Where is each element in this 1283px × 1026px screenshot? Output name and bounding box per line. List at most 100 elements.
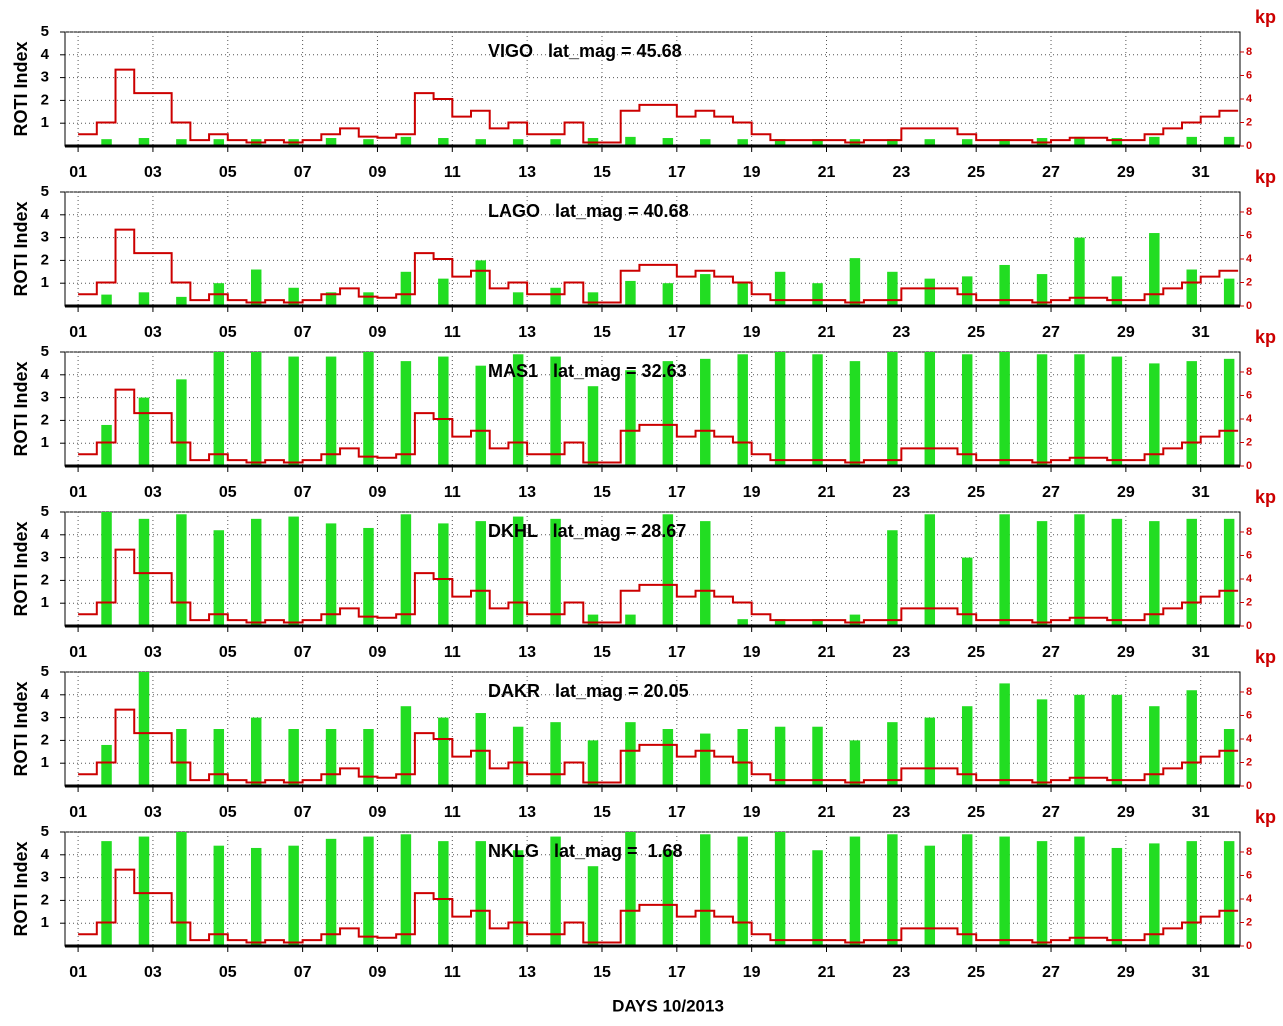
roti-bar [587,386,599,466]
roti-bar [700,358,711,466]
kp-line [78,868,1239,944]
roti-bar [1223,136,1235,146]
roti-bar [700,521,711,626]
y-tick-label: 4 [41,686,50,703]
roti-bar [887,722,898,786]
y-axis-label: ROTI Index [11,201,31,296]
x-tick-label: 17 [668,324,686,341]
x-tick-label: 11 [444,484,461,501]
x-tick-label: 07 [294,804,312,821]
roti-bar [325,292,337,306]
roti-bar [774,726,786,786]
x-tick-label: 25 [967,804,985,821]
roti-bar [924,717,936,786]
roti-bar [700,834,711,946]
roti-bar [138,672,150,786]
roti-bar [1149,521,1160,626]
y-tick-label: 3 [41,869,49,886]
roti-bar [737,619,748,626]
roti-bar [625,832,636,946]
y2-tick-label: 8 [1246,526,1252,538]
x-tick-label: 13 [518,964,536,981]
roti-bar [849,614,861,626]
roti-bar [438,841,449,946]
y2-tick-label: 2 [1246,756,1252,768]
roti-bar [475,139,486,146]
x-tick-label: 15 [593,324,611,341]
roti-bar [213,139,225,146]
roti-bar [1149,706,1160,786]
panel-title: LAGO lat_mag = 40.68 [488,201,689,221]
y2-tick-label: 6 [1246,709,1252,721]
x-tick-label: 05 [219,484,237,501]
x-tick-label: 21 [818,164,836,181]
y2-tick-label: 6 [1246,229,1252,241]
roti-bar [438,717,449,786]
x-tick-label: 01 [69,644,87,661]
x-tick-label: 03 [144,164,162,181]
roti-bar [1223,518,1235,626]
y-tick-label: 5 [41,183,49,200]
roti-bar [1111,356,1123,466]
roti-bar [849,361,861,466]
roti-bar [550,356,561,466]
y-tick-label: 4 [41,846,50,863]
roti-bar [101,294,112,306]
roti-bar [325,523,337,626]
roti-bar [999,139,1010,146]
x-tick-label: 11 [444,324,461,341]
roti-bar [1036,841,1048,946]
x-tick-label: 05 [219,324,237,341]
x-tick-label: 17 [668,964,686,981]
y-axis-label: ROTI Index [11,41,31,136]
x-tick-label: 29 [1117,644,1135,661]
roti-bar [550,836,561,946]
x-tick-label: 09 [369,484,387,501]
x-tick-label: 23 [892,484,910,501]
x-tick-label: 21 [818,804,836,821]
roti-bar [1074,136,1085,146]
roti-bar [475,841,486,946]
roti-bar [176,729,187,786]
y-tick-label: 1 [41,434,49,451]
roti-bar [1223,358,1235,466]
x-tick-label: 03 [144,804,162,821]
roti-bar [999,352,1010,466]
roti-bar [774,832,786,946]
x-tick-label: 15 [593,964,611,981]
y2-tick-label: 0 [1246,140,1252,152]
y-tick-label: 3 [41,229,49,246]
x-tick-label: 15 [593,804,611,821]
roti-bar [961,834,973,946]
roti-bar [849,740,861,786]
roti-bar [438,138,449,146]
roti-bar [812,354,823,466]
roti-bar [1149,363,1160,466]
roti-bar [774,139,786,146]
y-axis-label: ROTI Index [11,361,31,456]
roti-bar [363,729,374,786]
roti-bar [999,264,1010,306]
roti-bar [662,514,674,626]
roti-bar [101,512,112,626]
y2-tick-label: 8 [1246,366,1252,378]
x-tick-label: 19 [743,644,761,661]
x-tick-label: 13 [518,484,536,501]
x-tick-label: 29 [1117,324,1135,341]
panel-title: DKHL lat_mag = 28.67 [488,521,686,541]
x-tick-label: 31 [1192,644,1210,661]
roti-bar [138,397,150,466]
x-tick-label: 03 [144,484,162,501]
x-tick-label: 31 [1192,804,1210,821]
kp-label: kp [1255,327,1276,347]
panel-title: VIGO lat_mag = 45.68 [488,41,682,61]
roti-bar [325,838,337,946]
y2-tick-label: 2 [1246,596,1252,608]
roti-bar [887,352,898,466]
roti-bar [213,530,225,626]
roti-bar [438,523,449,626]
x-tick-label: 09 [369,324,387,341]
x-tick-label: 19 [743,484,761,501]
roti-bar [325,356,337,466]
